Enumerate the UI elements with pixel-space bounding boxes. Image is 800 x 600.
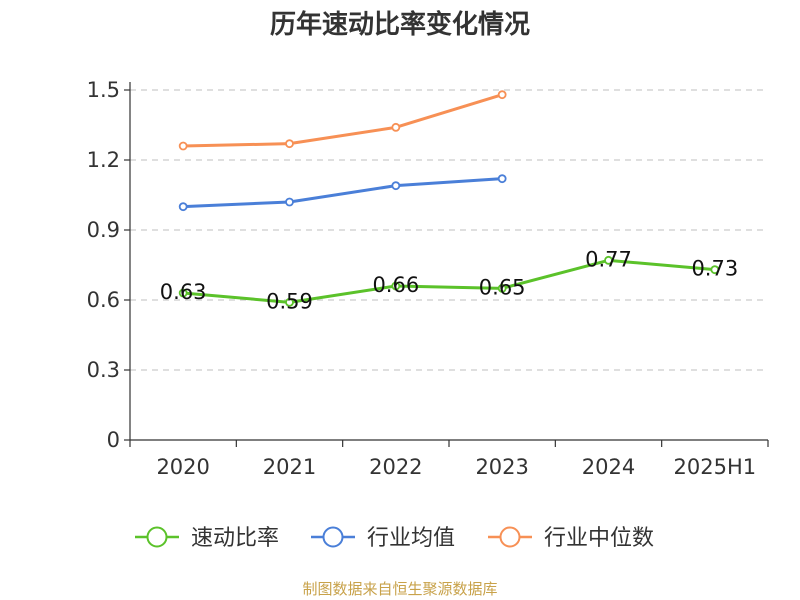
x-tick-label: 2022 <box>369 455 422 479</box>
x-tick-label: 2021 <box>263 455 316 479</box>
data-point-speed <box>497 283 507 293</box>
legend-label: 行业均值 <box>367 526 455 551</box>
legend-marker <box>499 526 521 548</box>
legend-item-industry_avg: 行业均值 <box>311 526 455 551</box>
data-point-industry_avg <box>497 174 507 184</box>
y-tick-label: 1.2 <box>87 148 120 172</box>
data-label: 0.73 <box>691 257 738 281</box>
data-label: 0.59 <box>266 289 313 313</box>
gridlines <box>130 89 768 371</box>
data-point-industry_avg <box>285 197 294 207</box>
data-point-industry_median <box>285 139 294 149</box>
legend-item-industry_median: 行业中位数 <box>488 526 654 551</box>
data-label: 0.77 <box>585 247 632 271</box>
data-label: 0.65 <box>479 275 526 299</box>
data-label: 0.63 <box>160 280 207 304</box>
series-line-industry_median <box>183 93 503 148</box>
series-lines <box>178 90 720 307</box>
source-footer: 制图数据来自恒生聚源数据库 <box>302 580 498 598</box>
y-tick-label: 0.9 <box>87 218 120 242</box>
legend-marker <box>146 526 168 548</box>
x-tick-label: 2025H1 <box>674 455 757 479</box>
data-point-industry_median <box>178 141 188 151</box>
data-point-industry_median <box>497 90 507 100</box>
data-labels: 0.63 0.59 0.66 0.65 0.77 0.73 <box>160 247 738 313</box>
legend-marker <box>322 526 344 548</box>
data-point-industry_median <box>391 122 401 132</box>
data-point-speed <box>285 297 294 307</box>
data-point-speed <box>710 265 720 275</box>
legend-label: 行业中位数 <box>544 526 654 551</box>
series-line-industry_avg <box>183 177 503 209</box>
x-tick-label: 2020 <box>156 455 209 479</box>
legend-item-speed: 速动比率 <box>135 526 279 551</box>
chart-title: 历年速动比率变化情况 <box>269 10 530 40</box>
axes: 0 0.3 0.6 0.9 1.2 1.5 2020 2021 2022 2023 2024 2025… <box>87 78 769 479</box>
series-line-speed <box>183 258 715 304</box>
y-tick-label: 0.3 <box>87 358 120 382</box>
x-tick-label: 2023 <box>475 455 528 479</box>
legend-label: 速动比率 <box>191 526 279 551</box>
y-tick-label: 0.6 <box>87 288 120 312</box>
data-point-industry_avg <box>391 181 401 191</box>
legend: 速动比率 行业均值 行业中位数 <box>135 526 654 551</box>
y-tick-label: 1.5 <box>87 78 120 102</box>
data-point-speed <box>391 281 401 291</box>
y-tick-label: 0 <box>107 428 120 452</box>
data-point-industry_avg <box>178 202 188 212</box>
data-point-speed <box>604 255 613 265</box>
data-point-speed <box>178 288 188 298</box>
x-tick-label: 2024 <box>582 455 635 479</box>
data-label: 0.66 <box>372 273 419 297</box>
